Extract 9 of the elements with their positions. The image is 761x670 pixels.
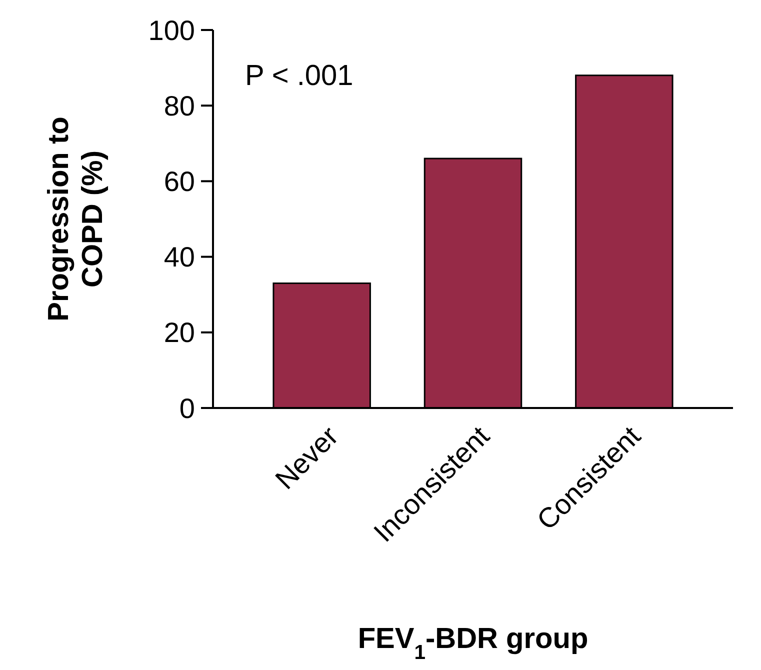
y-tick-label: 20 bbox=[164, 317, 195, 348]
y-tick-label: 40 bbox=[164, 242, 195, 273]
y-tick-label: 60 bbox=[164, 166, 195, 197]
y-tick-label: 80 bbox=[164, 90, 195, 122]
y-tick-label: 100 bbox=[148, 14, 195, 46]
x-axis-title: FEV$_{1}$-BDR group bbox=[358, 623, 588, 664]
y-axis-title: Progression to COPD (%) bbox=[43, 116, 109, 322]
annotation: P < .001 bbox=[245, 60, 354, 92]
y-tick-label: 0 bbox=[179, 392, 195, 424]
